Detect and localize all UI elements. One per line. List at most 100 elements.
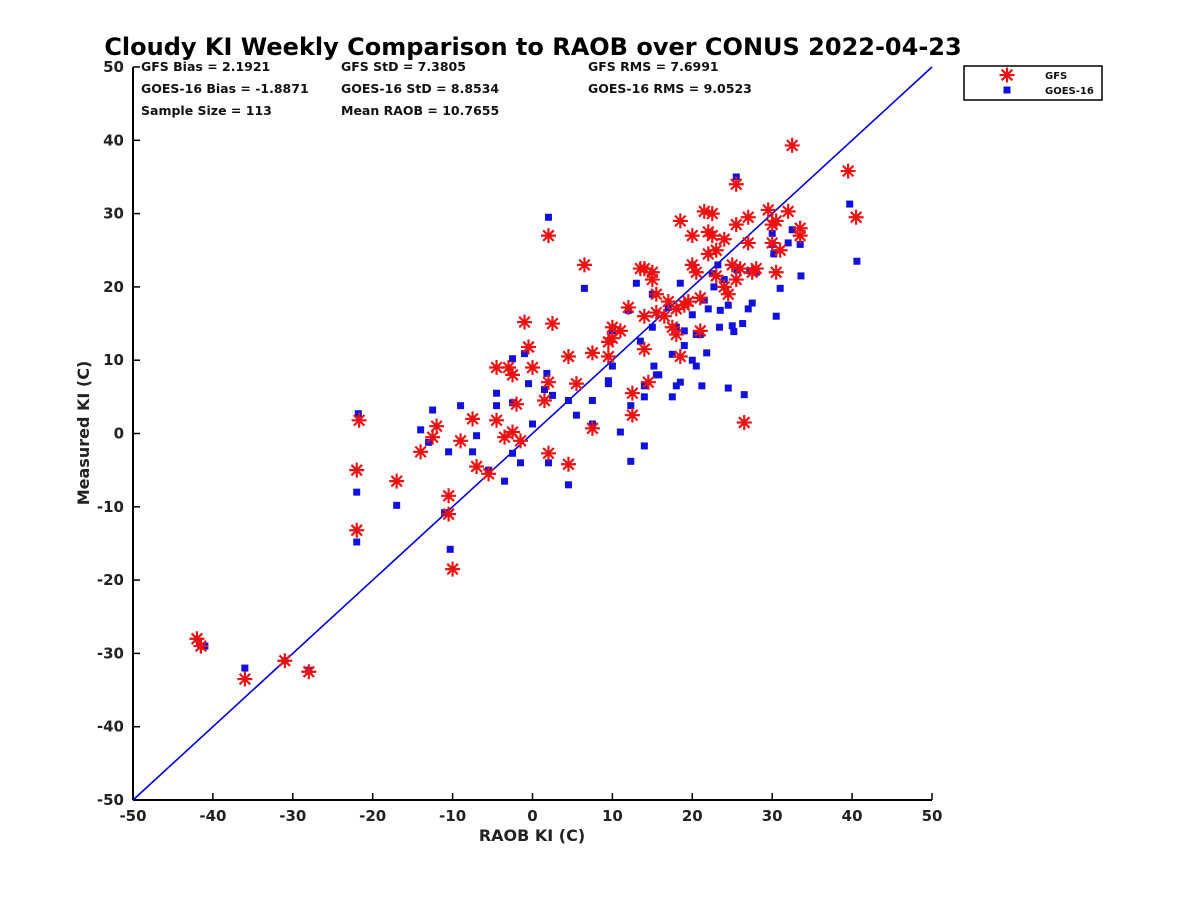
legend-square-marker — [1003, 86, 1011, 94]
goes16-point — [748, 299, 756, 307]
goes16-point — [636, 337, 644, 345]
gfs-point — [728, 272, 744, 288]
goes16-point — [846, 200, 854, 208]
y-tick-label: 30 — [103, 205, 124, 223]
gfs-point — [704, 206, 720, 222]
goes16-point — [672, 382, 680, 390]
goes16-point — [655, 371, 663, 379]
goes16-point — [393, 501, 401, 509]
plot-area: -50 -40 -30 -20 -10 0 10 20 30 40 50 50 40 30 20 10 0 -1… — [97, 58, 943, 825]
goes16-point — [441, 509, 449, 517]
goes16-point — [688, 311, 696, 319]
goes16-series — [197, 173, 861, 674]
goes16-point — [544, 459, 552, 467]
x-tick-label: 30 — [762, 807, 783, 825]
gfs-point — [720, 286, 736, 302]
gfs-point — [760, 202, 776, 218]
gfs-series — [189, 137, 864, 687]
stat-gfs-std: GFS StD = 7.3805 — [341, 59, 466, 74]
goes16-point — [700, 296, 708, 304]
goes16-point — [728, 322, 736, 330]
gfs-point — [441, 488, 457, 504]
stat-sample-size: Sample Size = 113 — [141, 103, 272, 118]
goes16-point — [768, 229, 776, 237]
goes16-point — [703, 349, 711, 357]
x-tick-label: 10 — [602, 807, 623, 825]
x-tick-label: -50 — [119, 807, 146, 825]
gfs-point — [349, 462, 365, 478]
goes16-point — [676, 378, 684, 386]
gfs-point — [736, 415, 752, 431]
gfs-point — [636, 308, 652, 324]
goes16-point — [788, 226, 796, 234]
goes16-point — [714, 261, 722, 269]
gfs-point — [840, 163, 856, 179]
y-tick-label: 0 — [114, 425, 124, 443]
y-tick-label: 40 — [103, 131, 124, 149]
gfs-point — [509, 396, 525, 412]
goes16-point — [588, 397, 596, 405]
y-tick-label: -30 — [97, 644, 124, 662]
gfs-point — [540, 228, 556, 244]
gfs-point — [692, 290, 708, 306]
gfs-point — [636, 261, 652, 277]
gfs-point — [684, 228, 700, 244]
goes16-point — [544, 213, 552, 221]
goes16-point — [580, 284, 588, 292]
goes16-point — [744, 305, 752, 313]
gfs-point — [644, 272, 660, 288]
y-axis-ticks: 50 40 30 20 10 0 -10 -20 -30 -40 -50 — [97, 58, 140, 809]
x-tick-label: 50 — [922, 807, 943, 825]
y-tick-label: -20 — [97, 571, 124, 589]
gfs-point — [764, 235, 780, 251]
gfs-point — [277, 653, 293, 669]
goes16-point — [525, 380, 533, 388]
stat-gfs-rms: GFS RMS = 7.6991 — [588, 59, 719, 74]
gfs-point — [453, 433, 469, 449]
goes16-point — [739, 320, 747, 328]
goes16-point — [564, 481, 572, 489]
goes16-point — [724, 301, 732, 309]
goes16-point — [564, 397, 572, 405]
gfs-point — [668, 327, 684, 343]
stat-goes-std: GOES-16 StD = 8.8534 — [341, 81, 499, 96]
goes16-point — [680, 342, 688, 350]
gfs-point — [351, 412, 367, 428]
gfs-point — [772, 242, 788, 258]
goes16-point — [241, 664, 249, 672]
gfs-point — [672, 213, 688, 229]
gfs-point — [497, 429, 513, 445]
gfs-point — [521, 339, 537, 355]
goes16-point — [529, 420, 536, 428]
legend-goes16-marker — [1003, 86, 1011, 94]
gfs-point — [584, 345, 600, 361]
gfs-point — [413, 444, 429, 460]
goes16-point — [509, 355, 517, 363]
gfs-point — [672, 349, 688, 365]
gfs-point — [696, 203, 712, 219]
gfs-point — [465, 411, 481, 427]
goes16-point — [716, 306, 724, 314]
gfs-point — [525, 360, 540, 376]
gfs-point — [768, 213, 784, 229]
goes16-point — [680, 327, 688, 335]
goes16-point — [770, 250, 778, 258]
goes16-point — [668, 350, 676, 358]
gfs-point — [469, 458, 485, 474]
gfs-point — [688, 264, 704, 280]
goes16-point — [616, 428, 624, 436]
gfs-point — [768, 264, 784, 280]
goes16-point — [627, 457, 635, 465]
gfs-point — [660, 294, 676, 310]
gfs-point — [445, 561, 461, 577]
gfs-point — [517, 314, 533, 330]
gfs-point — [784, 137, 800, 153]
gfs-point — [441, 506, 457, 522]
goes16-point — [730, 328, 738, 336]
goes16-point — [353, 488, 361, 496]
x-axis-ticks: -50 -40 -30 -20 -10 0 10 20 30 40 50 — [119, 793, 942, 825]
goes16-point — [853, 257, 861, 265]
goes16-point — [469, 448, 477, 456]
goes16-point — [648, 323, 656, 331]
x-axis-label: RAOB KI (C) — [479, 826, 585, 845]
